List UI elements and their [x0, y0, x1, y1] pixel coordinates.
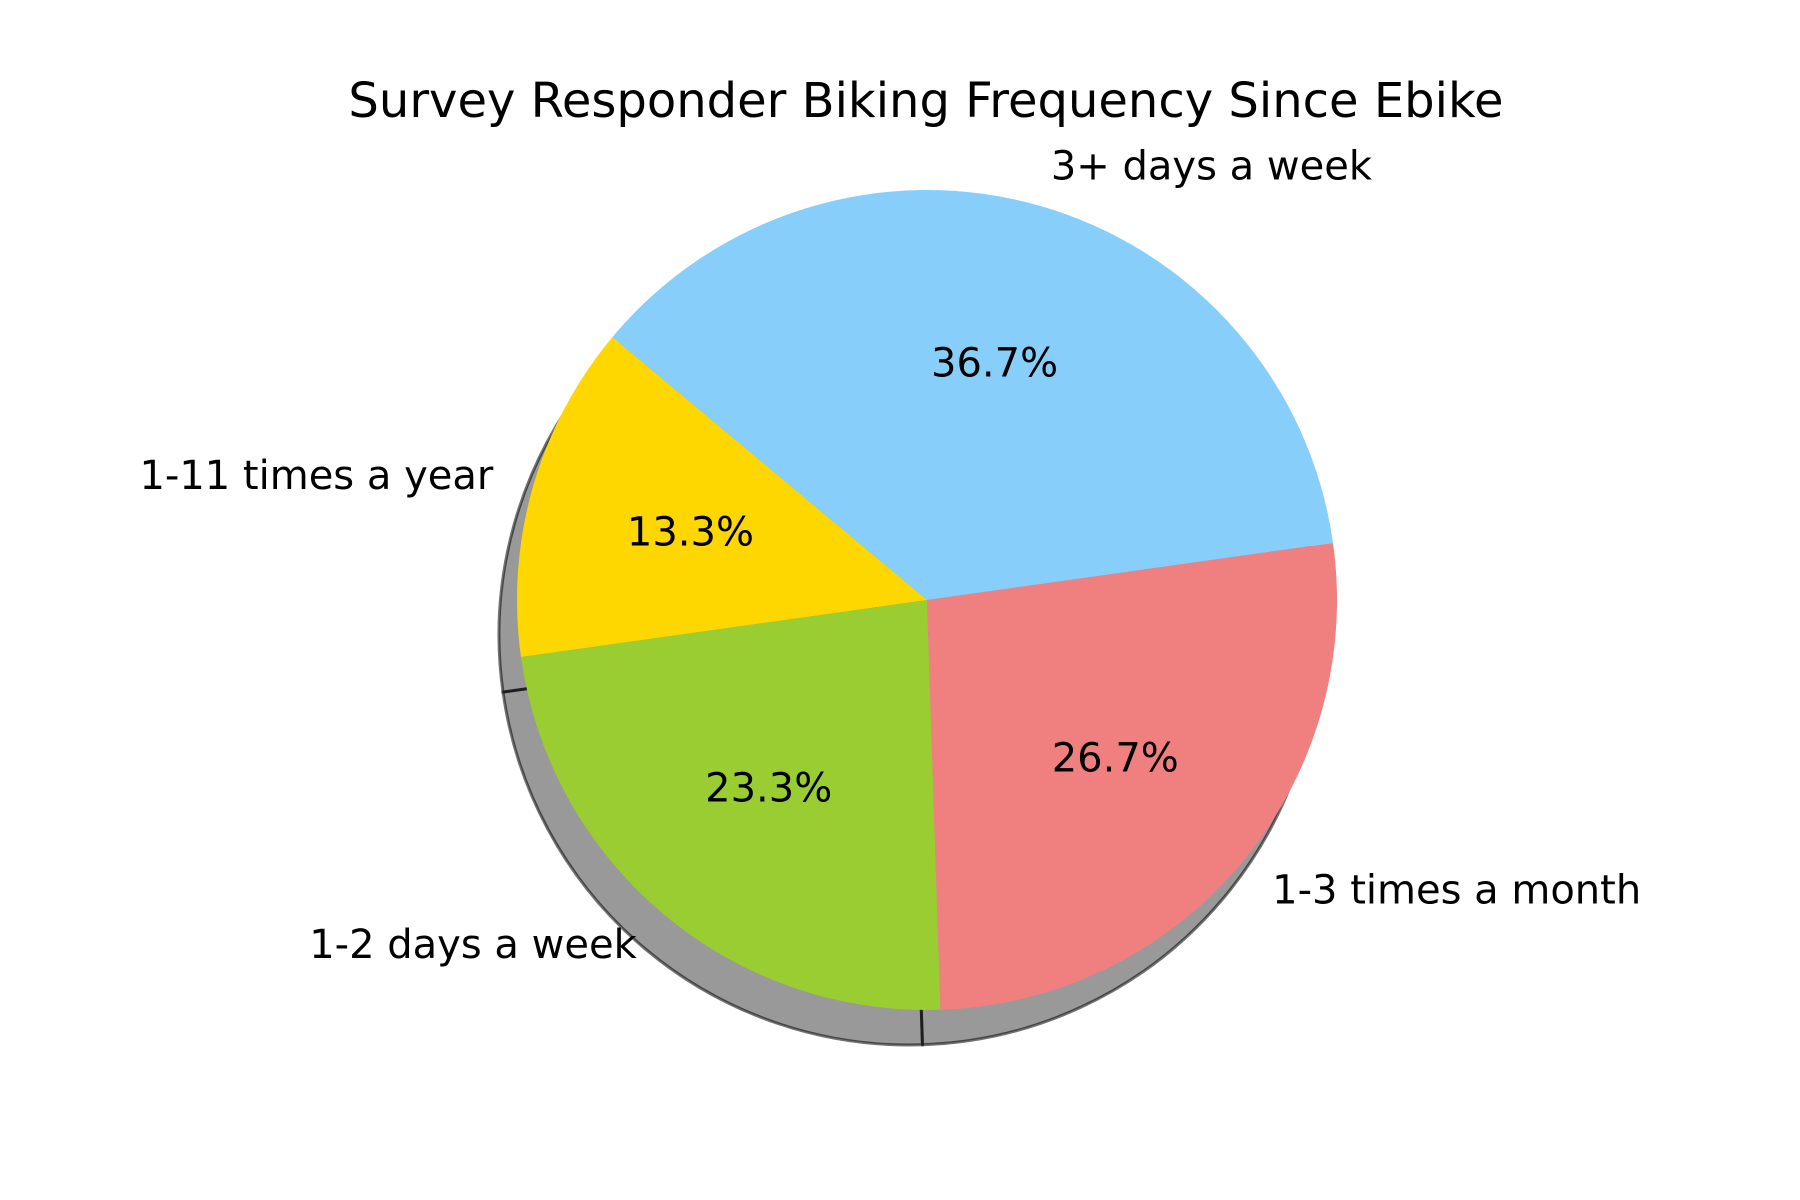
pct-label-1-3-times-a-month: 26.7%: [1052, 735, 1179, 781]
slice-1-11-times-a-year: [517, 337, 927, 658]
pct-label-1-11-times-a-year: 13.3%: [627, 509, 754, 555]
slice-1-2-days-a-week: [520, 600, 941, 1010]
slice-label-1-11-times-a-year: 1-11 times a year: [139, 453, 493, 499]
pie-slices: [517, 190, 1337, 1010]
pct-label-3-days-a-week: 36.7%: [931, 340, 1058, 386]
slice-label-1-3-times-a-month: 1-3 times a month: [1272, 867, 1641, 913]
pct-label-1-2-days-a-week: 23.3%: [705, 765, 832, 811]
slice-1-3-times-a-month: [927, 542, 1337, 1010]
slice-label-3-days-a-week: 3+ days a week: [1051, 143, 1373, 189]
slice-label-1-2-days-a-week: 1-2 days a week: [309, 922, 637, 968]
slice-3-days-a-week: [612, 190, 1334, 600]
pie-labels: 36.7% 3+ days a week 13.3% 1-11 times a yea…: [139, 143, 1641, 968]
chart-title: Survey Responder Biking Frequency Since …: [348, 73, 1503, 129]
